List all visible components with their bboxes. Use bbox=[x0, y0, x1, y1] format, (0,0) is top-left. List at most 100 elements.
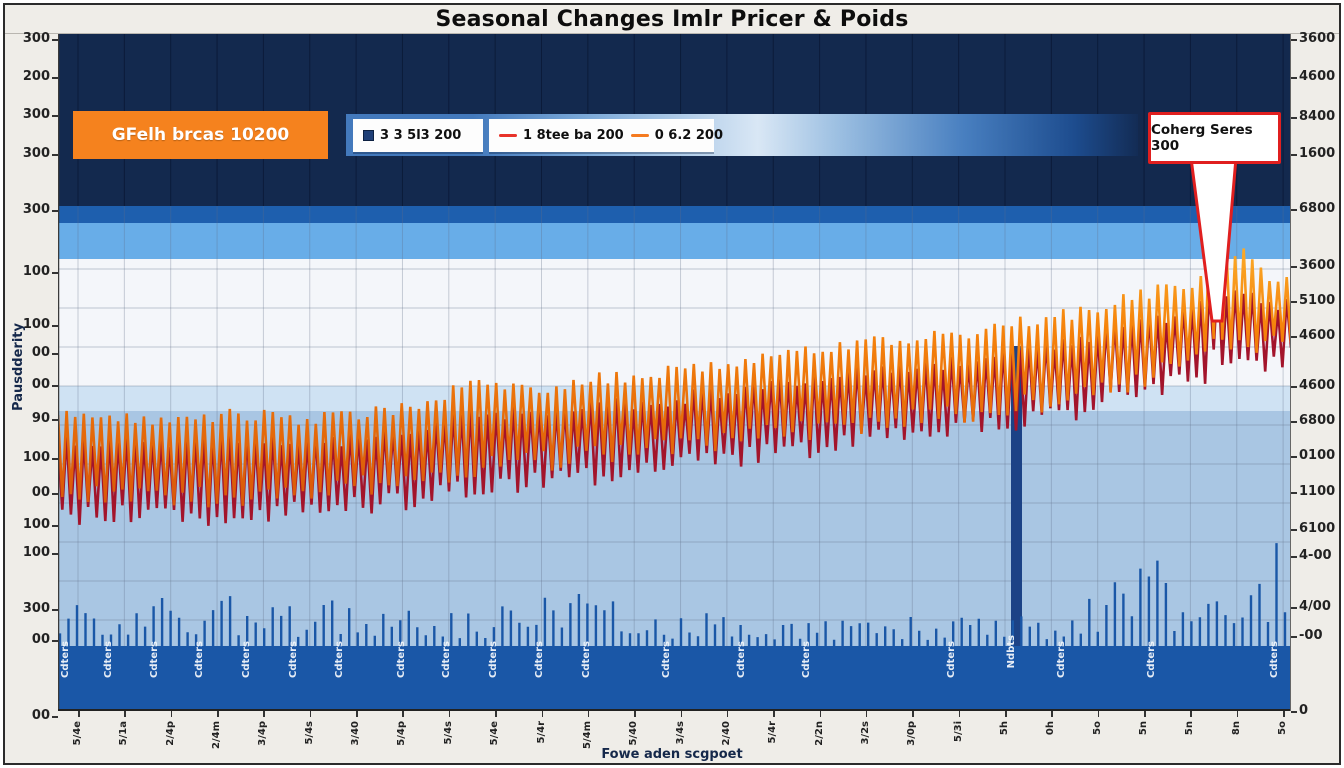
left-axis-tick-label: 300 bbox=[22, 202, 50, 217]
legend-label-orange-line: 0 6.2 200 bbox=[654, 128, 723, 143]
left-axis-tick bbox=[52, 154, 58, 156]
left-axis-tick-label: 100 bbox=[22, 545, 50, 560]
x-axis-tick bbox=[263, 711, 265, 717]
bar-series-label: Cdters bbox=[288, 641, 299, 678]
title-divider bbox=[5, 33, 1339, 34]
right-axis-tick-label: 1600 bbox=[1299, 146, 1336, 161]
right-axis-tick bbox=[1291, 39, 1297, 41]
bar-series-marker-icon bbox=[363, 130, 374, 141]
x-axis-tick-label: 2/4m bbox=[211, 721, 223, 749]
x-axis-tick-label: 2/2n bbox=[813, 721, 825, 746]
callout-label: Coherg Seres 300 bbox=[1151, 122, 1253, 154]
x-axis-tick bbox=[634, 711, 636, 717]
right-axis-tick-label: 3600 bbox=[1299, 258, 1336, 273]
bar-series-label: Cdters bbox=[194, 641, 205, 678]
bar-series-label: Cdters bbox=[149, 641, 160, 678]
bar-series-label: Cdters bbox=[334, 641, 345, 678]
right-axis-tick-label: 4-00 bbox=[1299, 548, 1332, 563]
x-axis-tick bbox=[1283, 711, 1285, 717]
right-axis-tick-label: 6100 bbox=[1299, 521, 1336, 536]
x-axis-tick-label: 5/40 bbox=[628, 721, 640, 746]
x-axis-tick-label: 5h bbox=[999, 721, 1010, 736]
left-axis-tick-label: 300 bbox=[22, 107, 50, 122]
right-axis-tick bbox=[1291, 711, 1297, 713]
x-axis-tick bbox=[912, 711, 914, 717]
right-axis-tick-label: -00 bbox=[1299, 628, 1323, 643]
right-axis-tick-label: 4600 bbox=[1299, 328, 1336, 343]
left-axis-tick-label: 300 bbox=[22, 146, 50, 161]
right-axis-tick-label: 6800 bbox=[1299, 201, 1336, 216]
right-axis-tick-label: 1100 bbox=[1299, 484, 1336, 499]
left-axis-tick bbox=[52, 716, 58, 718]
x-axis-tick bbox=[541, 711, 543, 717]
right-axis-tick bbox=[1291, 386, 1297, 388]
x-axis-tick-label: 2/40 bbox=[720, 721, 732, 746]
left-axis-tick bbox=[52, 210, 58, 212]
left-axis-tick bbox=[52, 458, 58, 460]
red-line-marker-icon bbox=[499, 134, 517, 137]
x-axis-tick-label: 5/1a bbox=[118, 721, 130, 746]
x-axis-tick-label: 5/4m bbox=[581, 721, 593, 749]
x-axis-tick-label: 5/4e bbox=[72, 721, 83, 746]
right-axis-tick bbox=[1291, 154, 1297, 156]
left-axis-tick-label: 100 bbox=[22, 264, 50, 279]
x-axis-tick bbox=[1051, 711, 1053, 717]
x-axis-tick bbox=[587, 711, 590, 717]
left-axis-tick-label: 100 bbox=[22, 517, 50, 532]
left-axis-tick-label: 00 bbox=[31, 708, 50, 723]
left-axis-tick bbox=[52, 353, 58, 355]
right-axis-tick bbox=[1291, 336, 1297, 338]
bar-series-label: Cdters bbox=[488, 641, 499, 678]
left-axis-tick-label: 00 bbox=[31, 345, 50, 360]
x-axis-tick bbox=[680, 711, 683, 717]
left-axis-tick-label: 90 bbox=[31, 411, 50, 426]
x-axis-tick-label: 5/4e bbox=[489, 721, 501, 746]
x-axis-tick-label: 3/40 bbox=[350, 721, 362, 746]
x-axis-tick bbox=[124, 711, 126, 717]
x-axis-tick bbox=[1190, 711, 1192, 717]
x-axis-tick-label: 8n bbox=[1230, 721, 1242, 736]
x-axis-tick bbox=[217, 711, 219, 717]
bar-series-label: Cdters bbox=[946, 641, 957, 678]
left-axis-tick bbox=[52, 419, 58, 421]
chart-frame: Seasonal Changes Imlr Pricer & Poids GFe… bbox=[3, 3, 1341, 765]
bar-series-label: Cdters bbox=[1269, 641, 1280, 678]
x-axis-tick-label: 5n bbox=[1184, 721, 1196, 736]
bar-series-label: Cdters bbox=[801, 641, 812, 678]
x-axis-tick-label: 3/2s bbox=[859, 721, 871, 745]
x-axis-tick bbox=[1097, 711, 1100, 717]
x-axis-tick bbox=[1144, 711, 1146, 717]
x-axis-tick-label: 3/0p bbox=[906, 721, 918, 746]
x-axis-tick-label: 5o bbox=[1091, 721, 1103, 735]
bar-series-label: Cdters bbox=[661, 641, 672, 678]
right-axis-tick bbox=[1291, 77, 1297, 79]
left-axis-tick-label: 300 bbox=[22, 31, 50, 46]
right-axis-tick-label: 4/00 bbox=[1299, 599, 1331, 614]
x-axis-tick bbox=[865, 711, 868, 717]
bar-series-label: Cdters bbox=[1056, 641, 1067, 678]
bar-series-label: Cdters bbox=[441, 641, 452, 678]
chart-canvas bbox=[58, 34, 1291, 711]
x-axis-tick bbox=[78, 711, 80, 717]
x-axis-tick-label: 5/4p bbox=[396, 721, 408, 746]
right-axis-tick bbox=[1291, 209, 1297, 211]
right-axis-tick-label: 3600 bbox=[1299, 31, 1336, 46]
right-axis-tick-label: 4600 bbox=[1299, 378, 1336, 393]
legend-entry-bars: 3 3 5l3 200 bbox=[363, 128, 461, 143]
spike-label: Ndbts bbox=[1006, 635, 1017, 669]
left-axis-tick bbox=[52, 39, 58, 41]
right-axis-tick-label: 4600 bbox=[1299, 69, 1336, 84]
orange-line-marker-icon bbox=[630, 134, 649, 137]
left-axis-tick-label: 00 bbox=[31, 632, 50, 647]
legend-entry-red-line: 1 8tee ba 200 bbox=[499, 128, 624, 143]
left-axis-tick-label: 100 bbox=[22, 450, 50, 465]
x-axis-tick-label: 5/4s bbox=[442, 721, 454, 745]
x-axis-tick-label: 3/4s bbox=[674, 721, 686, 745]
x-axis-tick-label: 5o bbox=[1277, 721, 1289, 735]
x-axis-tick-label: 0h bbox=[1045, 721, 1057, 736]
x-axis-tick bbox=[819, 711, 822, 717]
chart-stage: Seasonal Changes Imlr Pricer & Poids GFe… bbox=[5, 5, 1339, 763]
right-axis-tick-label: 8400 bbox=[1299, 109, 1336, 124]
y-axis-title: Pausdderity bbox=[11, 323, 26, 411]
right-axis-tick bbox=[1291, 556, 1297, 558]
